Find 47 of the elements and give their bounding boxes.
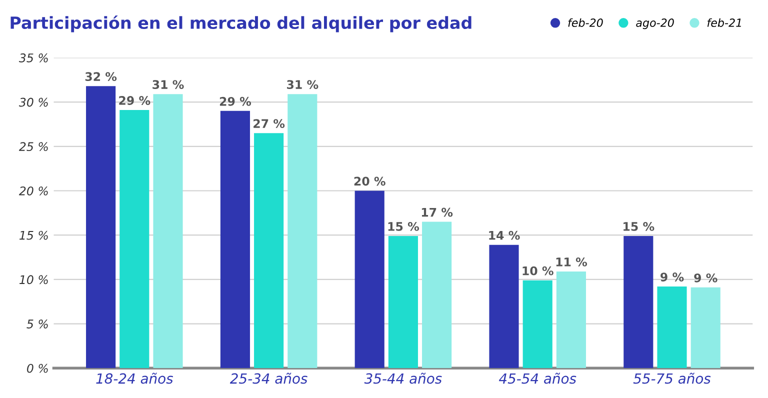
- bar: [153, 94, 183, 368]
- data-label: 27 %: [254, 119, 285, 128]
- data-label: 32 %: [85, 72, 117, 82]
- bar: [422, 222, 452, 368]
- y-tick-label: 15 %: [19, 230, 48, 240]
- data-label: 29 %: [119, 96, 150, 105]
- data-label: 11 %: [556, 257, 588, 266]
- bar: [690, 287, 720, 368]
- bar: [288, 94, 318, 368]
- bar: [86, 86, 116, 368]
- y-tick-label: 25 %: [18, 142, 48, 152]
- y-tick-label: 10 %: [19, 275, 48, 284]
- data-label: 17 %: [422, 208, 453, 217]
- y-tick-label: 35 %: [18, 53, 48, 62]
- x-tick-label: 25-34 años: [230, 372, 308, 384]
- y-tick-label: 20 %: [18, 186, 48, 196]
- data-label: 20 %: [354, 176, 386, 186]
- x-tick-label: 18-24 años: [96, 372, 174, 384]
- chart-title: Participación en el mercado del alquiler por edad: [10, 15, 472, 32]
- x-tick-label: 55-75 años: [633, 372, 711, 384]
- bar: [489, 244, 519, 368]
- bar: [120, 110, 150, 368]
- x-tick-label: 45-54 años: [498, 372, 576, 384]
- bar: [556, 271, 586, 368]
- bar: [657, 286, 687, 368]
- data-label: 31 %: [152, 80, 184, 90]
- data-label: 15 %: [388, 222, 420, 231]
- data-label: 9 %: [694, 273, 718, 282]
- bar: [254, 133, 284, 368]
- data-label: 14 %: [489, 230, 520, 240]
- y-tick-label: 0 %: [27, 364, 48, 373]
- y-tick-label: 5 %: [26, 320, 48, 328]
- bar: [354, 190, 384, 368]
- bar: [388, 236, 418, 368]
- bar: [220, 110, 250, 368]
- legend-label: ago-20: [636, 18, 674, 30]
- y-tick-label: 30 %: [18, 98, 48, 107]
- bar: [522, 280, 552, 368]
- x-tick-label: 35-44 años: [364, 372, 442, 384]
- bar: [624, 236, 654, 368]
- data-label: 10 %: [522, 266, 554, 276]
- data-label: 9 %: [660, 272, 684, 282]
- data-label: 31 %: [287, 80, 318, 90]
- data-label: 29 %: [220, 96, 252, 106]
- data-label: 15 %: [624, 222, 654, 231]
- legend-label: feb-21: [707, 18, 741, 27]
- legend-label: feb-20: [568, 18, 603, 27]
